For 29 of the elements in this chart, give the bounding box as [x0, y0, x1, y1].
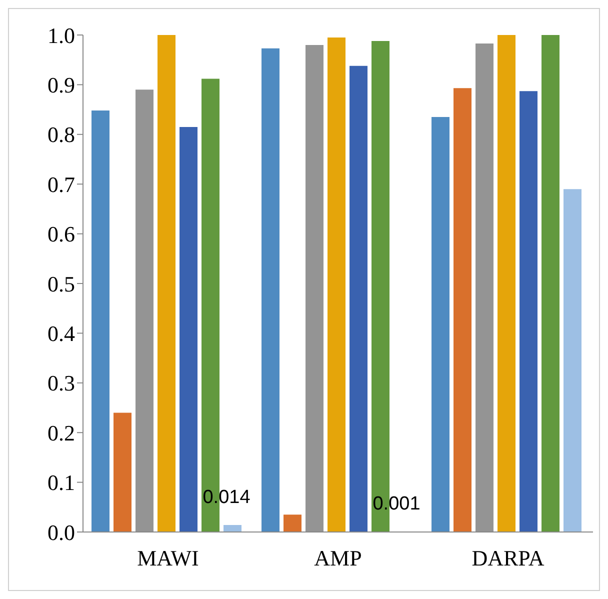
bar [542, 35, 560, 532]
y-tick-label: 0.9 [48, 72, 75, 98]
bar [454, 88, 472, 532]
bar [564, 189, 582, 532]
bar [350, 66, 368, 532]
y-tick-label: 1.0 [48, 22, 75, 48]
y-tick-label: 0.4 [48, 321, 75, 346]
y-tick-label: 0.5 [48, 271, 75, 296]
bar [180, 126, 198, 532]
bar [224, 525, 242, 532]
x-tick-label: MAWI [137, 546, 199, 571]
bar [328, 37, 346, 532]
bar [432, 117, 450, 532]
bar [114, 412, 132, 532]
bar [520, 91, 538, 532]
bar [284, 514, 302, 532]
y-tick-label: 0.0 [48, 520, 75, 545]
bar [158, 35, 176, 532]
x-tick-label: DARPA [472, 546, 544, 571]
y-tick-label: 0.1 [48, 470, 75, 496]
y-tick-label: 0.3 [48, 370, 75, 396]
y-tick-label: 0.6 [48, 222, 75, 247]
x-tick-label: AMP [314, 546, 362, 571]
bar [498, 35, 516, 532]
bar [262, 48, 280, 532]
y-tick-label: 0.8 [48, 122, 75, 148]
bar [92, 110, 110, 532]
y-tick-label: 0.7 [48, 172, 75, 197]
y-tick-label: 0.2 [48, 420, 75, 446]
